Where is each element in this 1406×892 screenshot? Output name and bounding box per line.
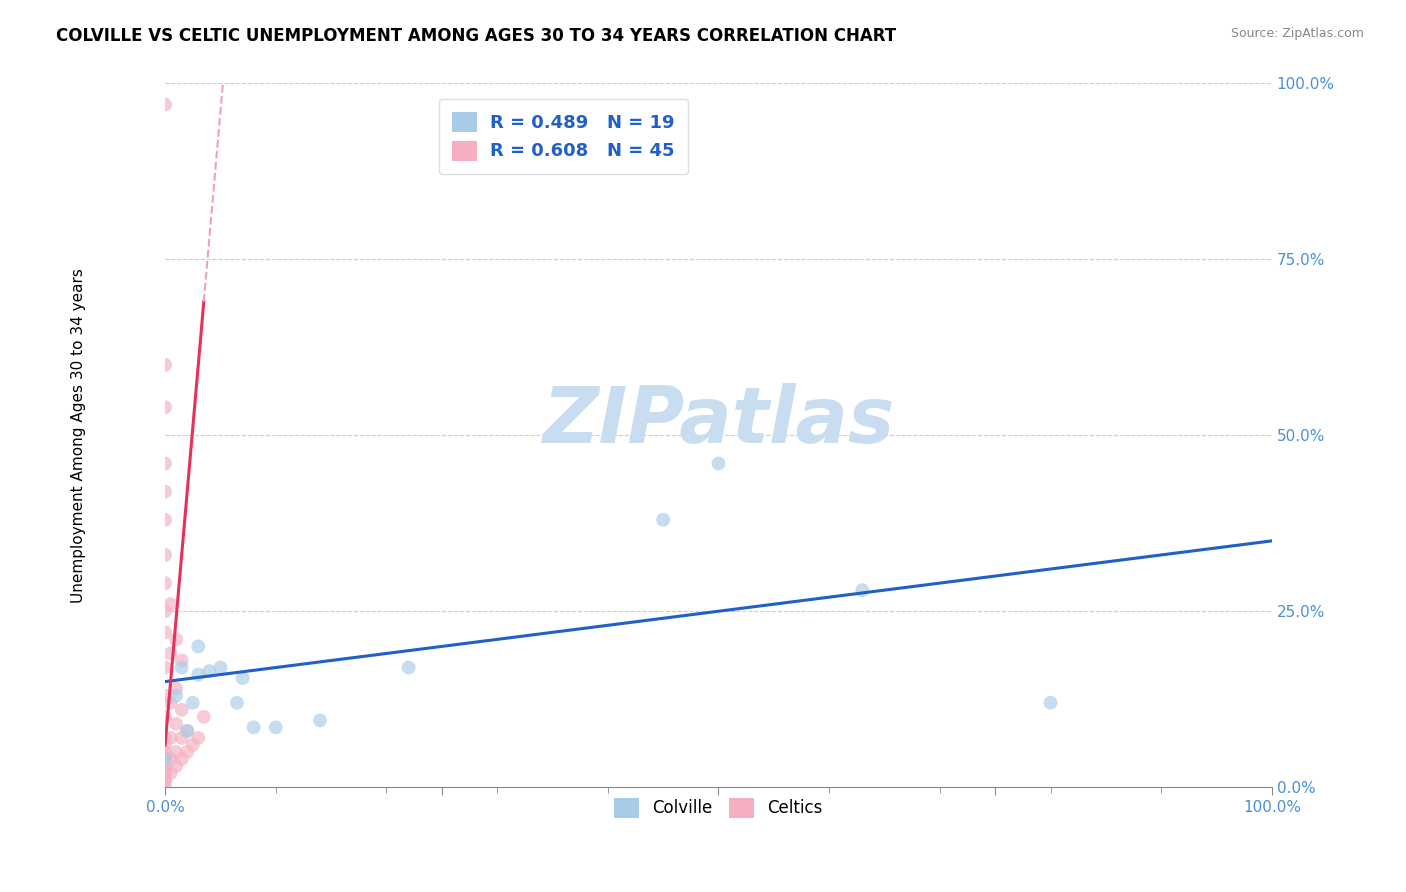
Point bbox=[153, 731, 176, 745]
Point bbox=[159, 597, 181, 611]
Point bbox=[153, 773, 176, 788]
Point bbox=[170, 731, 193, 745]
Point bbox=[264, 720, 287, 734]
Point bbox=[153, 766, 176, 780]
Point bbox=[153, 358, 176, 372]
Point bbox=[226, 696, 249, 710]
Point bbox=[153, 548, 176, 562]
Point bbox=[176, 723, 198, 738]
Point bbox=[176, 745, 198, 759]
Point bbox=[153, 484, 176, 499]
Point bbox=[187, 731, 209, 745]
Point bbox=[153, 766, 176, 780]
Point bbox=[309, 714, 332, 728]
Point bbox=[153, 752, 176, 766]
Point bbox=[153, 710, 176, 724]
Point bbox=[153, 780, 176, 794]
Point bbox=[153, 759, 176, 773]
Point bbox=[153, 752, 176, 766]
Point bbox=[153, 752, 176, 766]
Point bbox=[153, 513, 176, 527]
Point bbox=[153, 576, 176, 591]
Point bbox=[165, 759, 187, 773]
Point bbox=[707, 457, 730, 471]
Point bbox=[170, 653, 193, 667]
Text: Source: ZipAtlas.com: Source: ZipAtlas.com bbox=[1230, 27, 1364, 40]
Point bbox=[232, 671, 254, 685]
Point bbox=[187, 667, 209, 681]
Y-axis label: Unemployment Among Ages 30 to 34 years: Unemployment Among Ages 30 to 34 years bbox=[72, 268, 86, 603]
Point bbox=[165, 689, 187, 703]
Point bbox=[153, 759, 176, 773]
Point bbox=[153, 689, 176, 703]
Point bbox=[153, 604, 176, 618]
Text: COLVILLE VS CELTIC UNEMPLOYMENT AMONG AGES 30 TO 34 YEARS CORRELATION CHART: COLVILLE VS CELTIC UNEMPLOYMENT AMONG AG… bbox=[56, 27, 897, 45]
Point bbox=[159, 766, 181, 780]
Point bbox=[153, 400, 176, 414]
Point bbox=[153, 738, 176, 752]
Point bbox=[187, 640, 209, 654]
Point bbox=[153, 773, 176, 788]
Point bbox=[1039, 696, 1062, 710]
Point bbox=[851, 583, 873, 598]
Point bbox=[159, 696, 181, 710]
Point bbox=[176, 723, 198, 738]
Point bbox=[181, 738, 204, 752]
Point bbox=[193, 710, 215, 724]
Point bbox=[153, 745, 176, 759]
Point bbox=[159, 752, 181, 766]
Point bbox=[153, 625, 176, 640]
Point bbox=[170, 752, 193, 766]
Point bbox=[153, 660, 176, 674]
Legend: Colville, Celtics: Colville, Celtics bbox=[607, 791, 830, 824]
Point bbox=[170, 660, 193, 674]
Point bbox=[652, 513, 675, 527]
Point bbox=[198, 664, 221, 678]
Point bbox=[165, 681, 187, 696]
Point bbox=[153, 97, 176, 112]
Point bbox=[165, 632, 187, 647]
Point bbox=[165, 745, 187, 759]
Point bbox=[159, 731, 181, 745]
Point bbox=[209, 660, 232, 674]
Point bbox=[153, 457, 176, 471]
Point bbox=[181, 696, 204, 710]
Point bbox=[170, 703, 193, 717]
Point bbox=[398, 660, 420, 674]
Text: ZIPatlas: ZIPatlas bbox=[543, 384, 894, 459]
Point bbox=[159, 647, 181, 661]
Point bbox=[242, 720, 264, 734]
Point bbox=[165, 716, 187, 731]
